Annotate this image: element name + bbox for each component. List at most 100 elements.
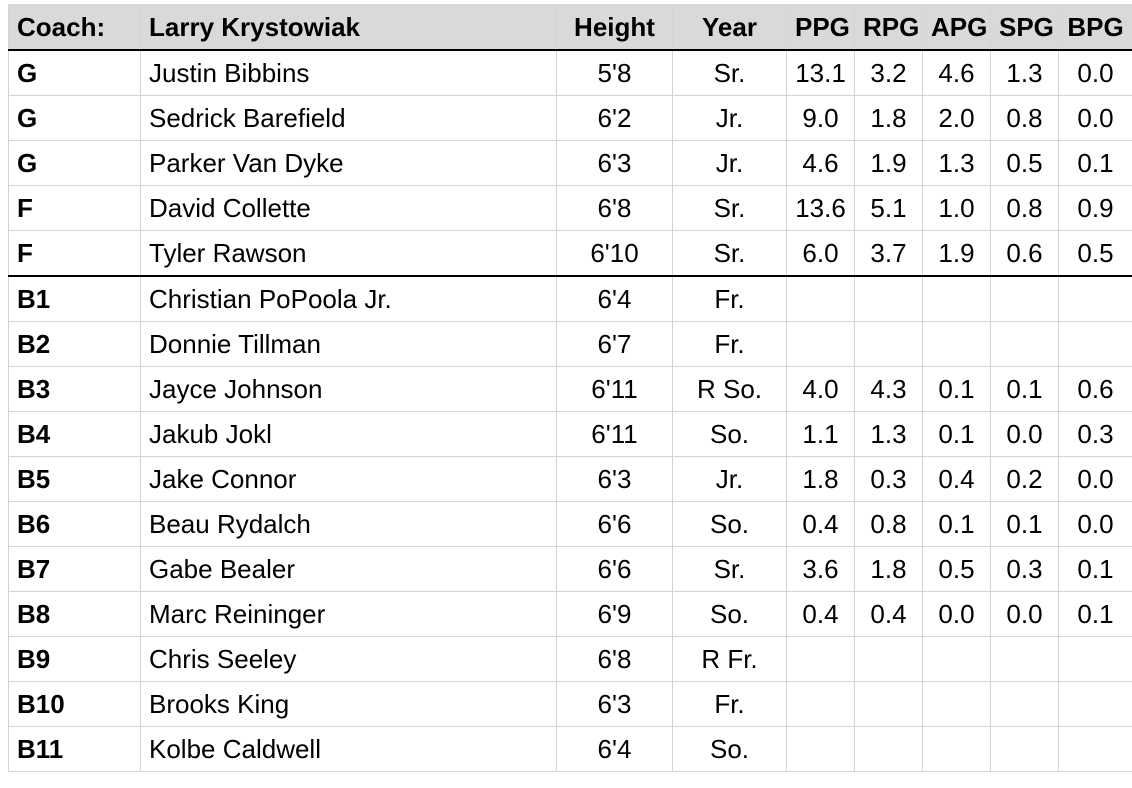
ppg-cell[interactable]: 1.8 bbox=[786, 456, 855, 502]
height-cell[interactable]: 6'9 bbox=[556, 591, 673, 637]
position-cell[interactable]: B1 bbox=[8, 275, 141, 322]
rpg-cell[interactable]: 1.9 bbox=[854, 140, 923, 186]
rpg-cell[interactable]: 4.3 bbox=[854, 366, 923, 412]
apg-header[interactable]: APG bbox=[922, 4, 991, 51]
rpg-cell[interactable]: 5.1 bbox=[854, 185, 923, 231]
spg-cell[interactable]: 0.1 bbox=[990, 501, 1059, 547]
spg-cell[interactable]: 0.0 bbox=[990, 411, 1059, 457]
player-name-cell[interactable]: Parker Van Dyke bbox=[140, 140, 557, 186]
position-cell[interactable]: B7 bbox=[8, 546, 141, 592]
apg-cell[interactable]: 0.4 bbox=[922, 456, 991, 502]
spg-cell[interactable]: 0.1 bbox=[990, 366, 1059, 412]
spg-cell[interactable]: 0.0 bbox=[990, 591, 1059, 637]
rpg-cell[interactable] bbox=[854, 275, 923, 322]
coach-label[interactable]: Coach: bbox=[8, 4, 141, 51]
position-cell[interactable]: B9 bbox=[8, 636, 141, 682]
spg-cell[interactable]: 1.3 bbox=[990, 49, 1059, 96]
rpg-cell[interactable]: 3.2 bbox=[854, 49, 923, 96]
rpg-cell[interactable]: 0.8 bbox=[854, 501, 923, 547]
position-cell[interactable]: B5 bbox=[8, 456, 141, 502]
bpg-cell[interactable]: 0.0 bbox=[1058, 95, 1132, 141]
apg-cell[interactable]: 0.1 bbox=[922, 366, 991, 412]
ppg-cell[interactable]: 1.1 bbox=[786, 411, 855, 457]
rpg-cell[interactable]: 0.4 bbox=[854, 591, 923, 637]
ppg-cell[interactable] bbox=[786, 636, 855, 682]
position-cell[interactable]: G bbox=[8, 49, 141, 96]
ppg-cell[interactable] bbox=[786, 321, 855, 367]
height-cell[interactable]: 6'3 bbox=[556, 140, 673, 186]
position-cell[interactable]: F bbox=[8, 230, 141, 277]
apg-cell[interactable] bbox=[922, 321, 991, 367]
apg-cell[interactable] bbox=[922, 681, 991, 727]
bpg-cell[interactable]: 0.9 bbox=[1058, 185, 1132, 231]
bpg-cell[interactable]: 0.0 bbox=[1058, 49, 1132, 96]
bpg-header[interactable]: BPG bbox=[1058, 4, 1132, 51]
player-name-cell[interactable]: Brooks King bbox=[140, 681, 557, 727]
apg-cell[interactable]: 4.6 bbox=[922, 49, 991, 96]
ppg-cell[interactable]: 6.0 bbox=[786, 230, 855, 277]
spg-cell[interactable] bbox=[990, 681, 1059, 727]
year-cell[interactable]: Jr. bbox=[672, 140, 787, 186]
spg-cell[interactable]: 0.6 bbox=[990, 230, 1059, 277]
apg-cell[interactable]: 1.3 bbox=[922, 140, 991, 186]
ppg-cell[interactable]: 4.6 bbox=[786, 140, 855, 186]
apg-cell[interactable]: 1.9 bbox=[922, 230, 991, 277]
height-cell[interactable]: 6'7 bbox=[556, 321, 673, 367]
ppg-cell[interactable] bbox=[786, 681, 855, 727]
year-cell[interactable]: Sr. bbox=[672, 546, 787, 592]
player-name-cell[interactable]: Sedrick Barefield bbox=[140, 95, 557, 141]
rpg-cell[interactable] bbox=[854, 726, 923, 772]
year-cell[interactable]: Fr. bbox=[672, 275, 787, 322]
ppg-cell[interactable]: 13.1 bbox=[786, 49, 855, 96]
bpg-cell[interactable] bbox=[1058, 636, 1132, 682]
year-cell[interactable]: Sr. bbox=[672, 49, 787, 96]
player-name-cell[interactable]: Kolbe Caldwell bbox=[140, 726, 557, 772]
ppg-cell[interactable]: 0.4 bbox=[786, 591, 855, 637]
height-cell[interactable]: 6'10 bbox=[556, 230, 673, 277]
rpg-header[interactable]: RPG bbox=[854, 4, 923, 51]
apg-cell[interactable] bbox=[922, 726, 991, 772]
year-cell[interactable]: Sr. bbox=[672, 230, 787, 277]
year-cell[interactable]: Fr. bbox=[672, 681, 787, 727]
spg-cell[interactable] bbox=[990, 726, 1059, 772]
height-cell[interactable]: 6'3 bbox=[556, 456, 673, 502]
bpg-cell[interactable]: 0.1 bbox=[1058, 591, 1132, 637]
bpg-cell[interactable]: 0.6 bbox=[1058, 366, 1132, 412]
rpg-cell[interactable] bbox=[854, 681, 923, 727]
spg-cell[interactable]: 0.5 bbox=[990, 140, 1059, 186]
height-cell[interactable]: 5'8 bbox=[556, 49, 673, 96]
position-cell[interactable]: G bbox=[8, 140, 141, 186]
bpg-cell[interactable] bbox=[1058, 321, 1132, 367]
apg-cell[interactable] bbox=[922, 275, 991, 322]
year-cell[interactable]: So. bbox=[672, 501, 787, 547]
player-name-cell[interactable]: Marc Reininger bbox=[140, 591, 557, 637]
bpg-cell[interactable] bbox=[1058, 275, 1132, 322]
height-cell[interactable]: 6'3 bbox=[556, 681, 673, 727]
ppg-header[interactable]: PPG bbox=[786, 4, 855, 51]
ppg-cell[interactable] bbox=[786, 726, 855, 772]
player-name-cell[interactable]: Gabe Bealer bbox=[140, 546, 557, 592]
bpg-cell[interactable]: 0.0 bbox=[1058, 501, 1132, 547]
spg-cell[interactable]: 0.8 bbox=[990, 185, 1059, 231]
position-cell[interactable]: G bbox=[8, 95, 141, 141]
bpg-cell[interactable]: 0.1 bbox=[1058, 140, 1132, 186]
position-cell[interactable]: B10 bbox=[8, 681, 141, 727]
bpg-cell[interactable] bbox=[1058, 681, 1132, 727]
player-name-cell[interactable]: Jakub Jokl bbox=[140, 411, 557, 457]
spg-cell[interactable] bbox=[990, 321, 1059, 367]
rpg-cell[interactable]: 3.7 bbox=[854, 230, 923, 277]
position-cell[interactable]: F bbox=[8, 185, 141, 231]
apg-cell[interactable]: 0.1 bbox=[922, 411, 991, 457]
apg-cell[interactable]: 2.0 bbox=[922, 95, 991, 141]
height-cell[interactable]: 6'4 bbox=[556, 275, 673, 322]
ppg-cell[interactable]: 0.4 bbox=[786, 501, 855, 547]
year-cell[interactable]: R So. bbox=[672, 366, 787, 412]
height-cell[interactable]: 6'11 bbox=[556, 411, 673, 457]
year-cell[interactable]: Fr. bbox=[672, 321, 787, 367]
coach-name[interactable]: Larry Krystowiak bbox=[140, 4, 557, 51]
player-name-cell[interactable]: Jayce Johnson bbox=[140, 366, 557, 412]
apg-cell[interactable]: 0.0 bbox=[922, 591, 991, 637]
year-cell[interactable]: Jr. bbox=[672, 456, 787, 502]
height-header[interactable]: Height bbox=[556, 4, 673, 51]
year-cell[interactable]: R Fr. bbox=[672, 636, 787, 682]
